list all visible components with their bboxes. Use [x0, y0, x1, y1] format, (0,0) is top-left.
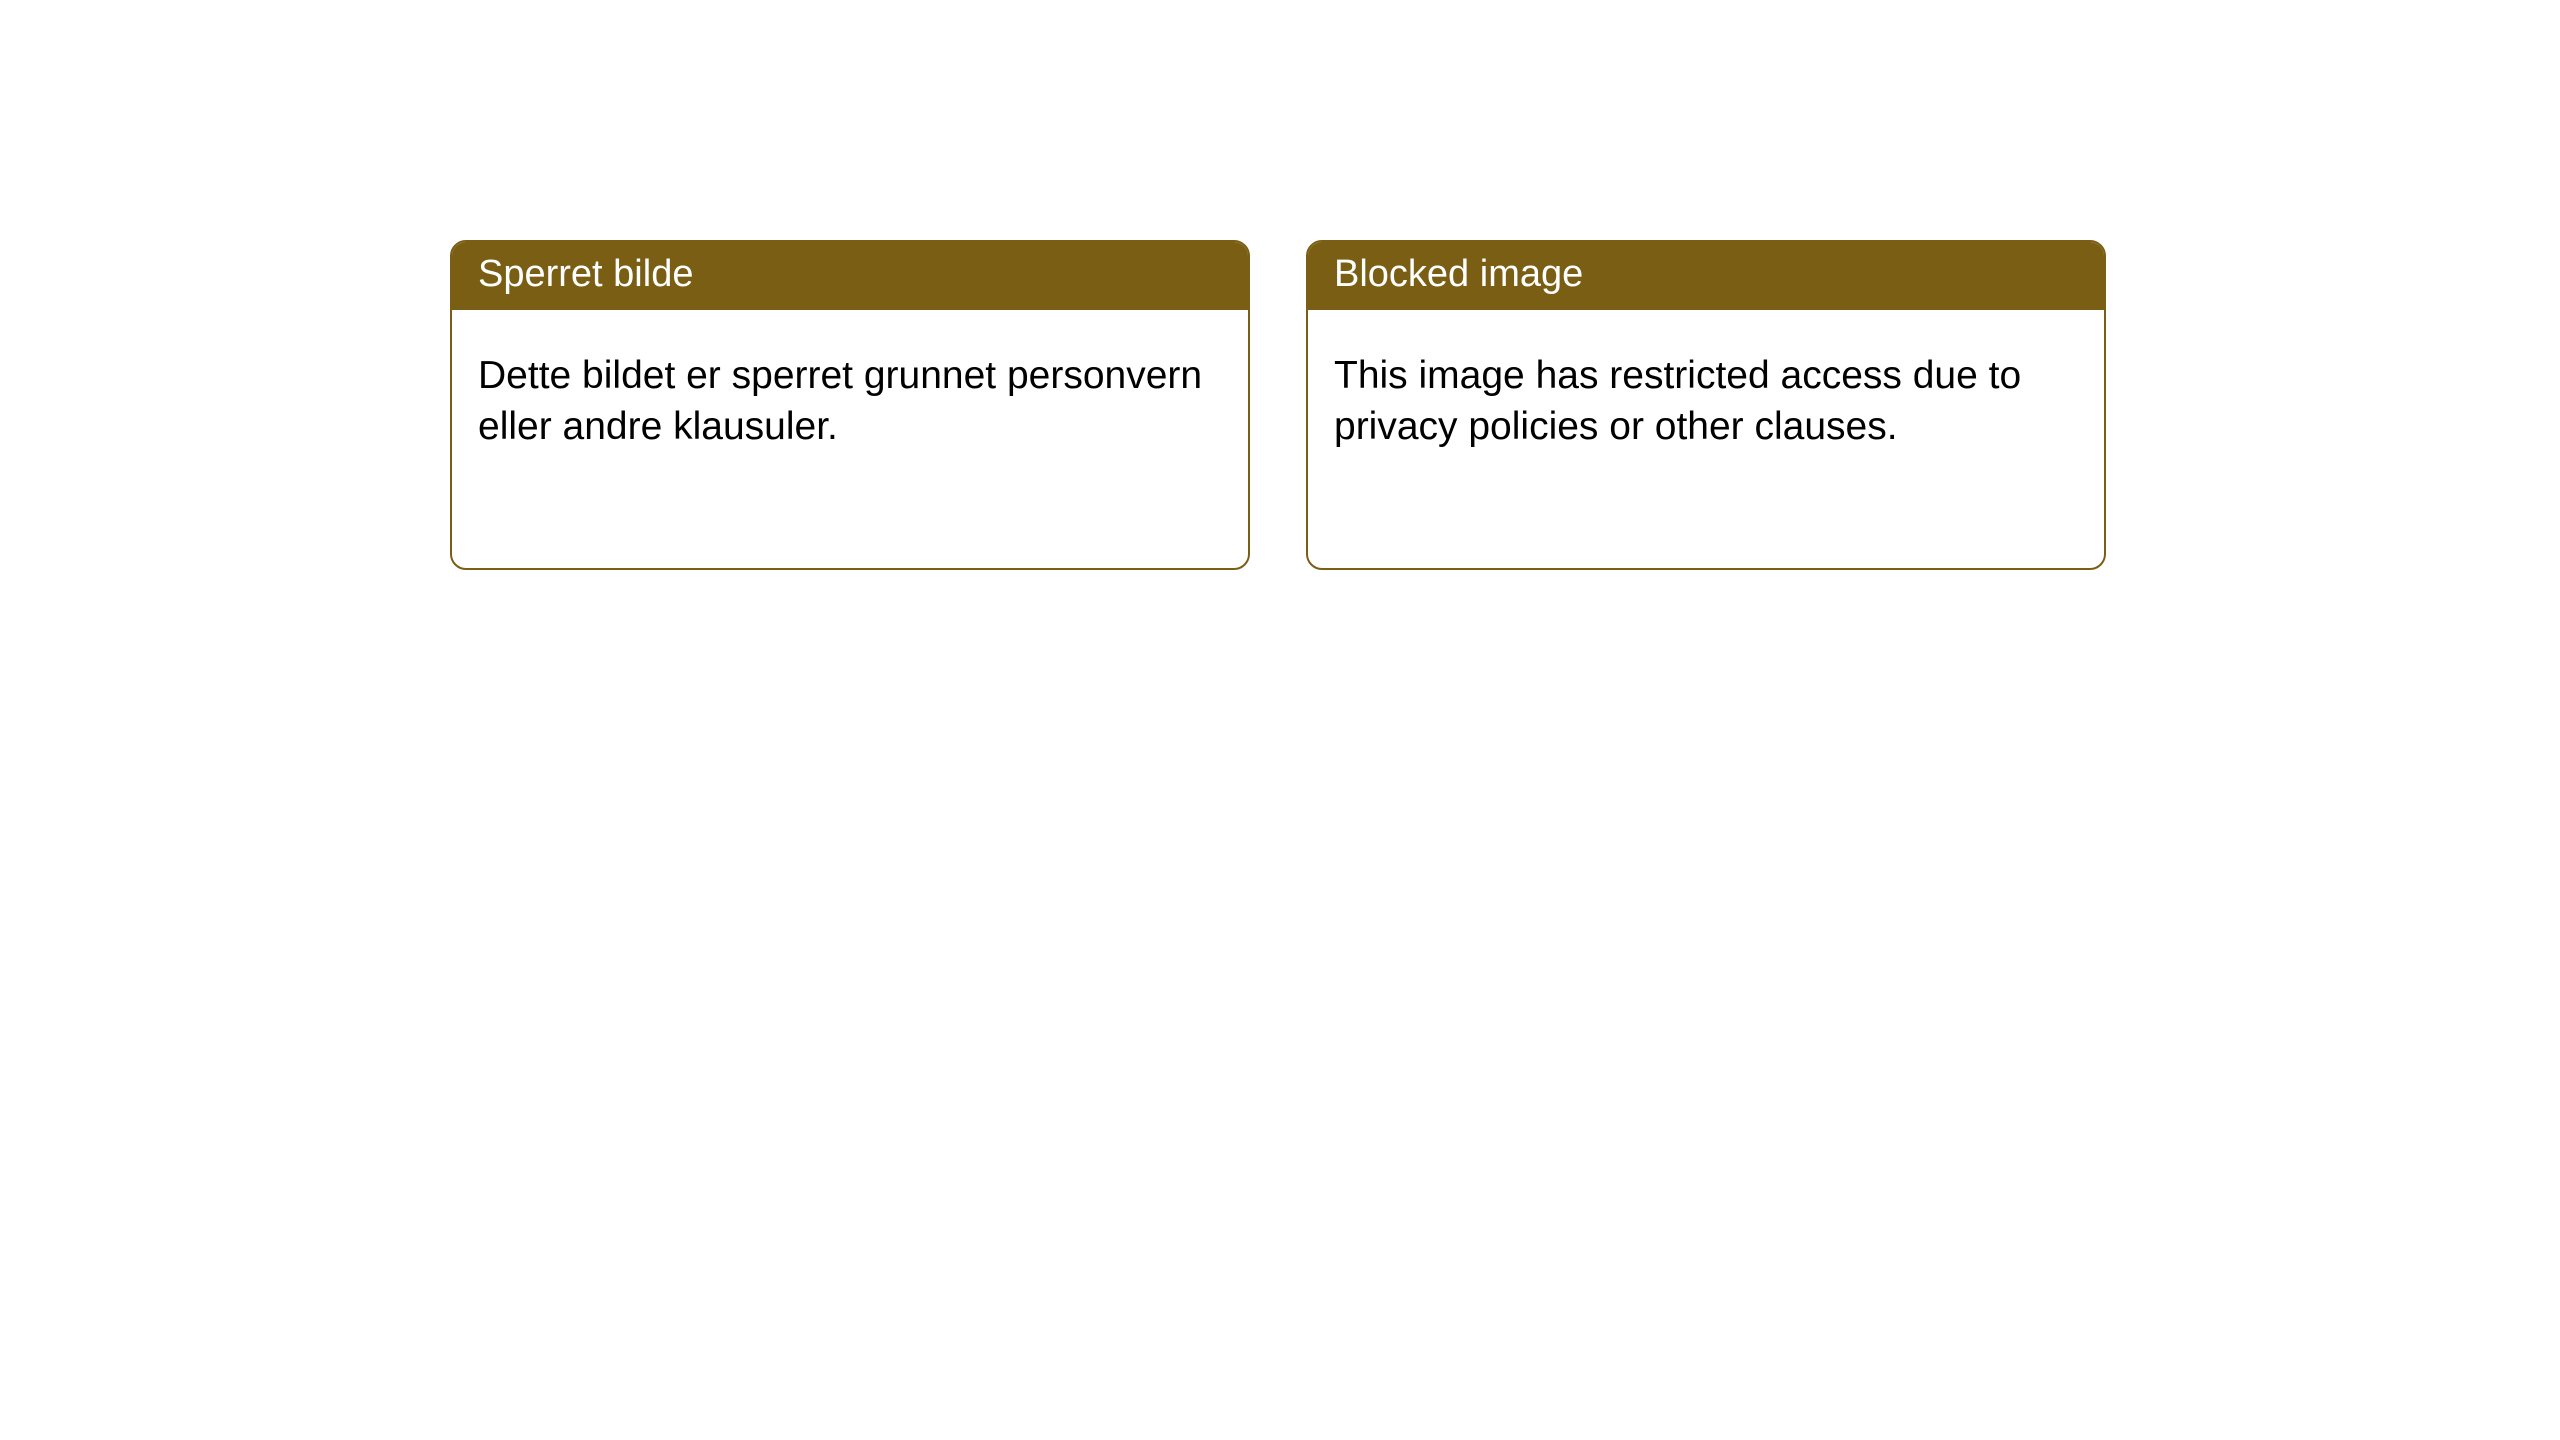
blocked-image-card-norwegian: Sperret bilde Dette bildet er sperret gr…: [450, 240, 1250, 570]
card-header-english: Blocked image: [1308, 242, 2104, 310]
card-header-norwegian: Sperret bilde: [452, 242, 1248, 310]
notice-cards-container: Sperret bilde Dette bildet er sperret gr…: [450, 240, 2560, 570]
blocked-image-card-english: Blocked image This image has restricted …: [1306, 240, 2106, 570]
card-body-english: This image has restricted access due to …: [1308, 310, 2104, 480]
card-body-norwegian: Dette bildet er sperret grunnet personve…: [452, 310, 1248, 480]
